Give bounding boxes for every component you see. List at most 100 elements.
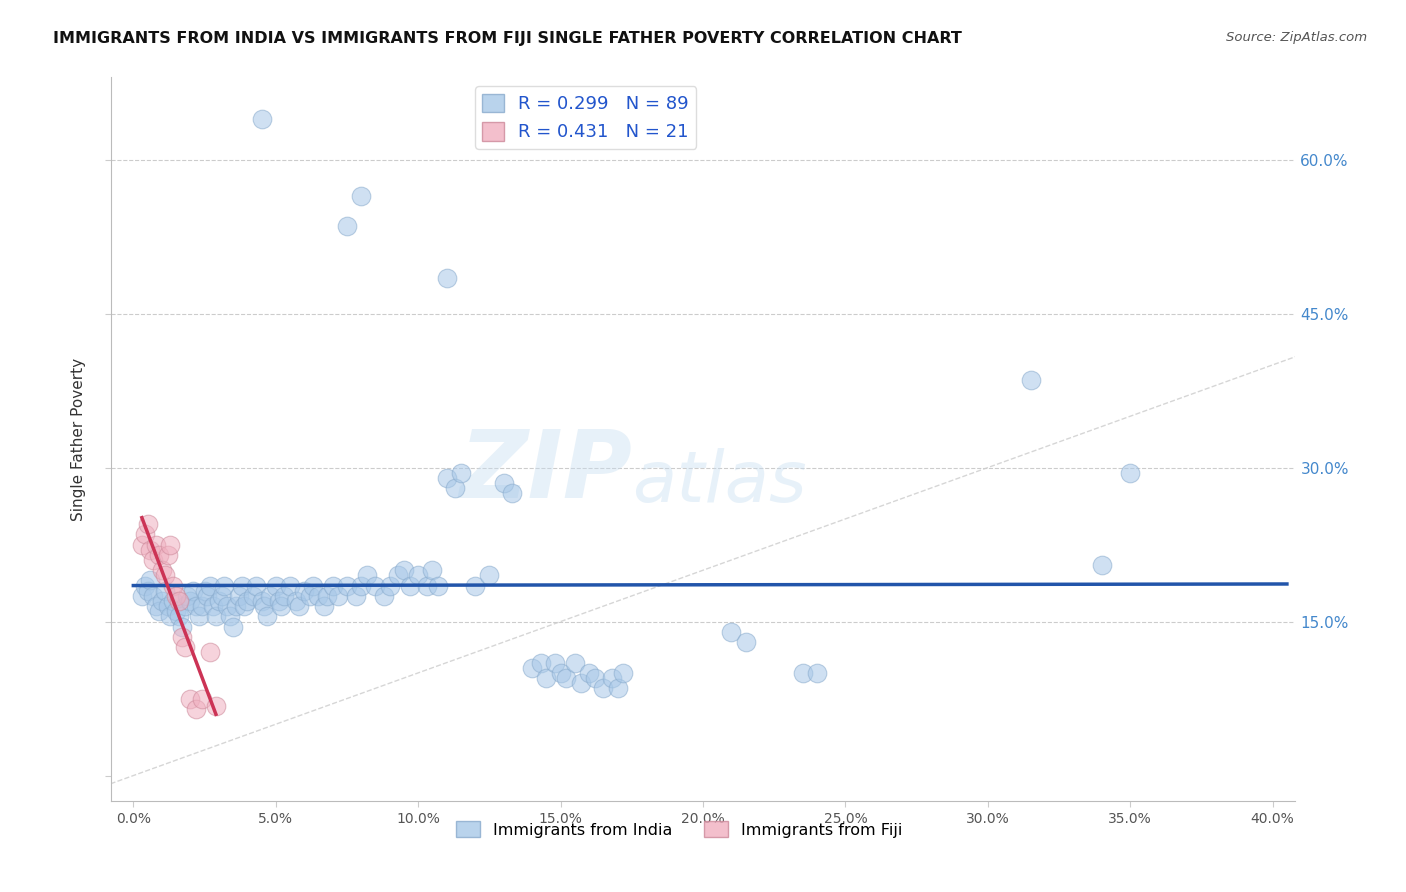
Point: [583, 671, 606, 685]
Point: [267, 594, 290, 608]
Point: [492, 475, 515, 490]
Point: [322, 579, 344, 593]
Point: [159, 537, 181, 551]
Point: [205, 698, 228, 713]
Point: [153, 583, 176, 598]
Point: [197, 589, 219, 603]
Point: [214, 579, 236, 593]
Point: [211, 589, 233, 603]
Point: [350, 579, 373, 593]
Point: [173, 599, 195, 614]
Text: IMMIGRANTS FROM INDIA VS IMMIGRANTS FROM FIJI SINGLE FATHER POVERTY CORRELATION : IMMIGRANTS FROM INDIA VS IMMIGRANTS FROM…: [53, 31, 962, 46]
Point: [592, 681, 614, 696]
Point: [569, 676, 592, 690]
Point: [387, 568, 409, 582]
Point: [250, 594, 273, 608]
Point: [134, 579, 156, 593]
Point: [156, 599, 179, 614]
Point: [136, 583, 159, 598]
Point: [284, 594, 307, 608]
Point: [148, 604, 170, 618]
Point: [176, 589, 198, 603]
Point: [464, 579, 486, 593]
Point: [364, 579, 387, 593]
Point: [190, 691, 212, 706]
Point: [217, 599, 239, 614]
Point: [145, 537, 167, 551]
Point: [184, 702, 207, 716]
Point: [165, 604, 187, 618]
Point: [167, 594, 190, 608]
Point: [336, 219, 359, 234]
Point: [170, 630, 193, 644]
Point: [253, 599, 276, 614]
Point: [219, 609, 242, 624]
Point: [187, 609, 209, 624]
Point: [520, 661, 543, 675]
Point: [242, 589, 264, 603]
Point: [228, 589, 250, 603]
Point: [156, 548, 179, 562]
Point: [314, 599, 336, 614]
Point: [406, 568, 429, 582]
Point: [501, 486, 523, 500]
Point: [806, 665, 828, 680]
Point: [301, 579, 323, 593]
Point: [720, 624, 742, 639]
Point: [292, 583, 315, 598]
Point: [336, 579, 359, 593]
Point: [236, 594, 259, 608]
Point: [444, 481, 467, 495]
Point: [150, 594, 173, 608]
Legend: Immigrants from India, Immigrants from Fiji: Immigrants from India, Immigrants from F…: [450, 814, 908, 844]
Point: [287, 599, 309, 614]
Point: [734, 635, 756, 649]
Point: [256, 609, 278, 624]
Point: [205, 609, 228, 624]
Point: [190, 599, 212, 614]
Point: [415, 579, 437, 593]
Point: [350, 188, 373, 202]
Point: [536, 671, 558, 685]
Point: [273, 589, 295, 603]
Text: ZIP: ZIP: [458, 425, 631, 518]
Point: [392, 563, 415, 577]
Point: [179, 594, 201, 608]
Point: [131, 589, 153, 603]
Point: [328, 589, 350, 603]
Point: [436, 270, 458, 285]
Point: [208, 594, 231, 608]
Point: [436, 471, 458, 485]
Point: [422, 563, 444, 577]
Point: [398, 579, 420, 593]
Point: [478, 568, 501, 582]
Point: [373, 589, 395, 603]
Point: [555, 671, 578, 685]
Point: [139, 542, 162, 557]
Text: atlas: atlas: [631, 449, 807, 517]
Point: [184, 599, 207, 614]
Point: [264, 579, 287, 593]
Point: [159, 609, 181, 624]
Point: [578, 665, 600, 680]
Point: [162, 594, 184, 608]
Point: [544, 656, 567, 670]
Point: [162, 579, 184, 593]
Point: [167, 609, 190, 624]
Y-axis label: Single Father Poverty: Single Father Poverty: [72, 358, 86, 521]
Point: [233, 599, 256, 614]
Point: [278, 579, 301, 593]
Point: [344, 589, 367, 603]
Point: [356, 568, 378, 582]
Point: [170, 620, 193, 634]
Point: [193, 583, 215, 598]
Text: Source: ZipAtlas.com: Source: ZipAtlas.com: [1226, 31, 1367, 45]
Point: [308, 589, 330, 603]
Point: [131, 537, 153, 551]
Point: [316, 589, 339, 603]
Point: [153, 568, 176, 582]
Point: [245, 579, 267, 593]
Point: [136, 516, 159, 531]
Point: [150, 563, 173, 577]
Point: [231, 579, 253, 593]
